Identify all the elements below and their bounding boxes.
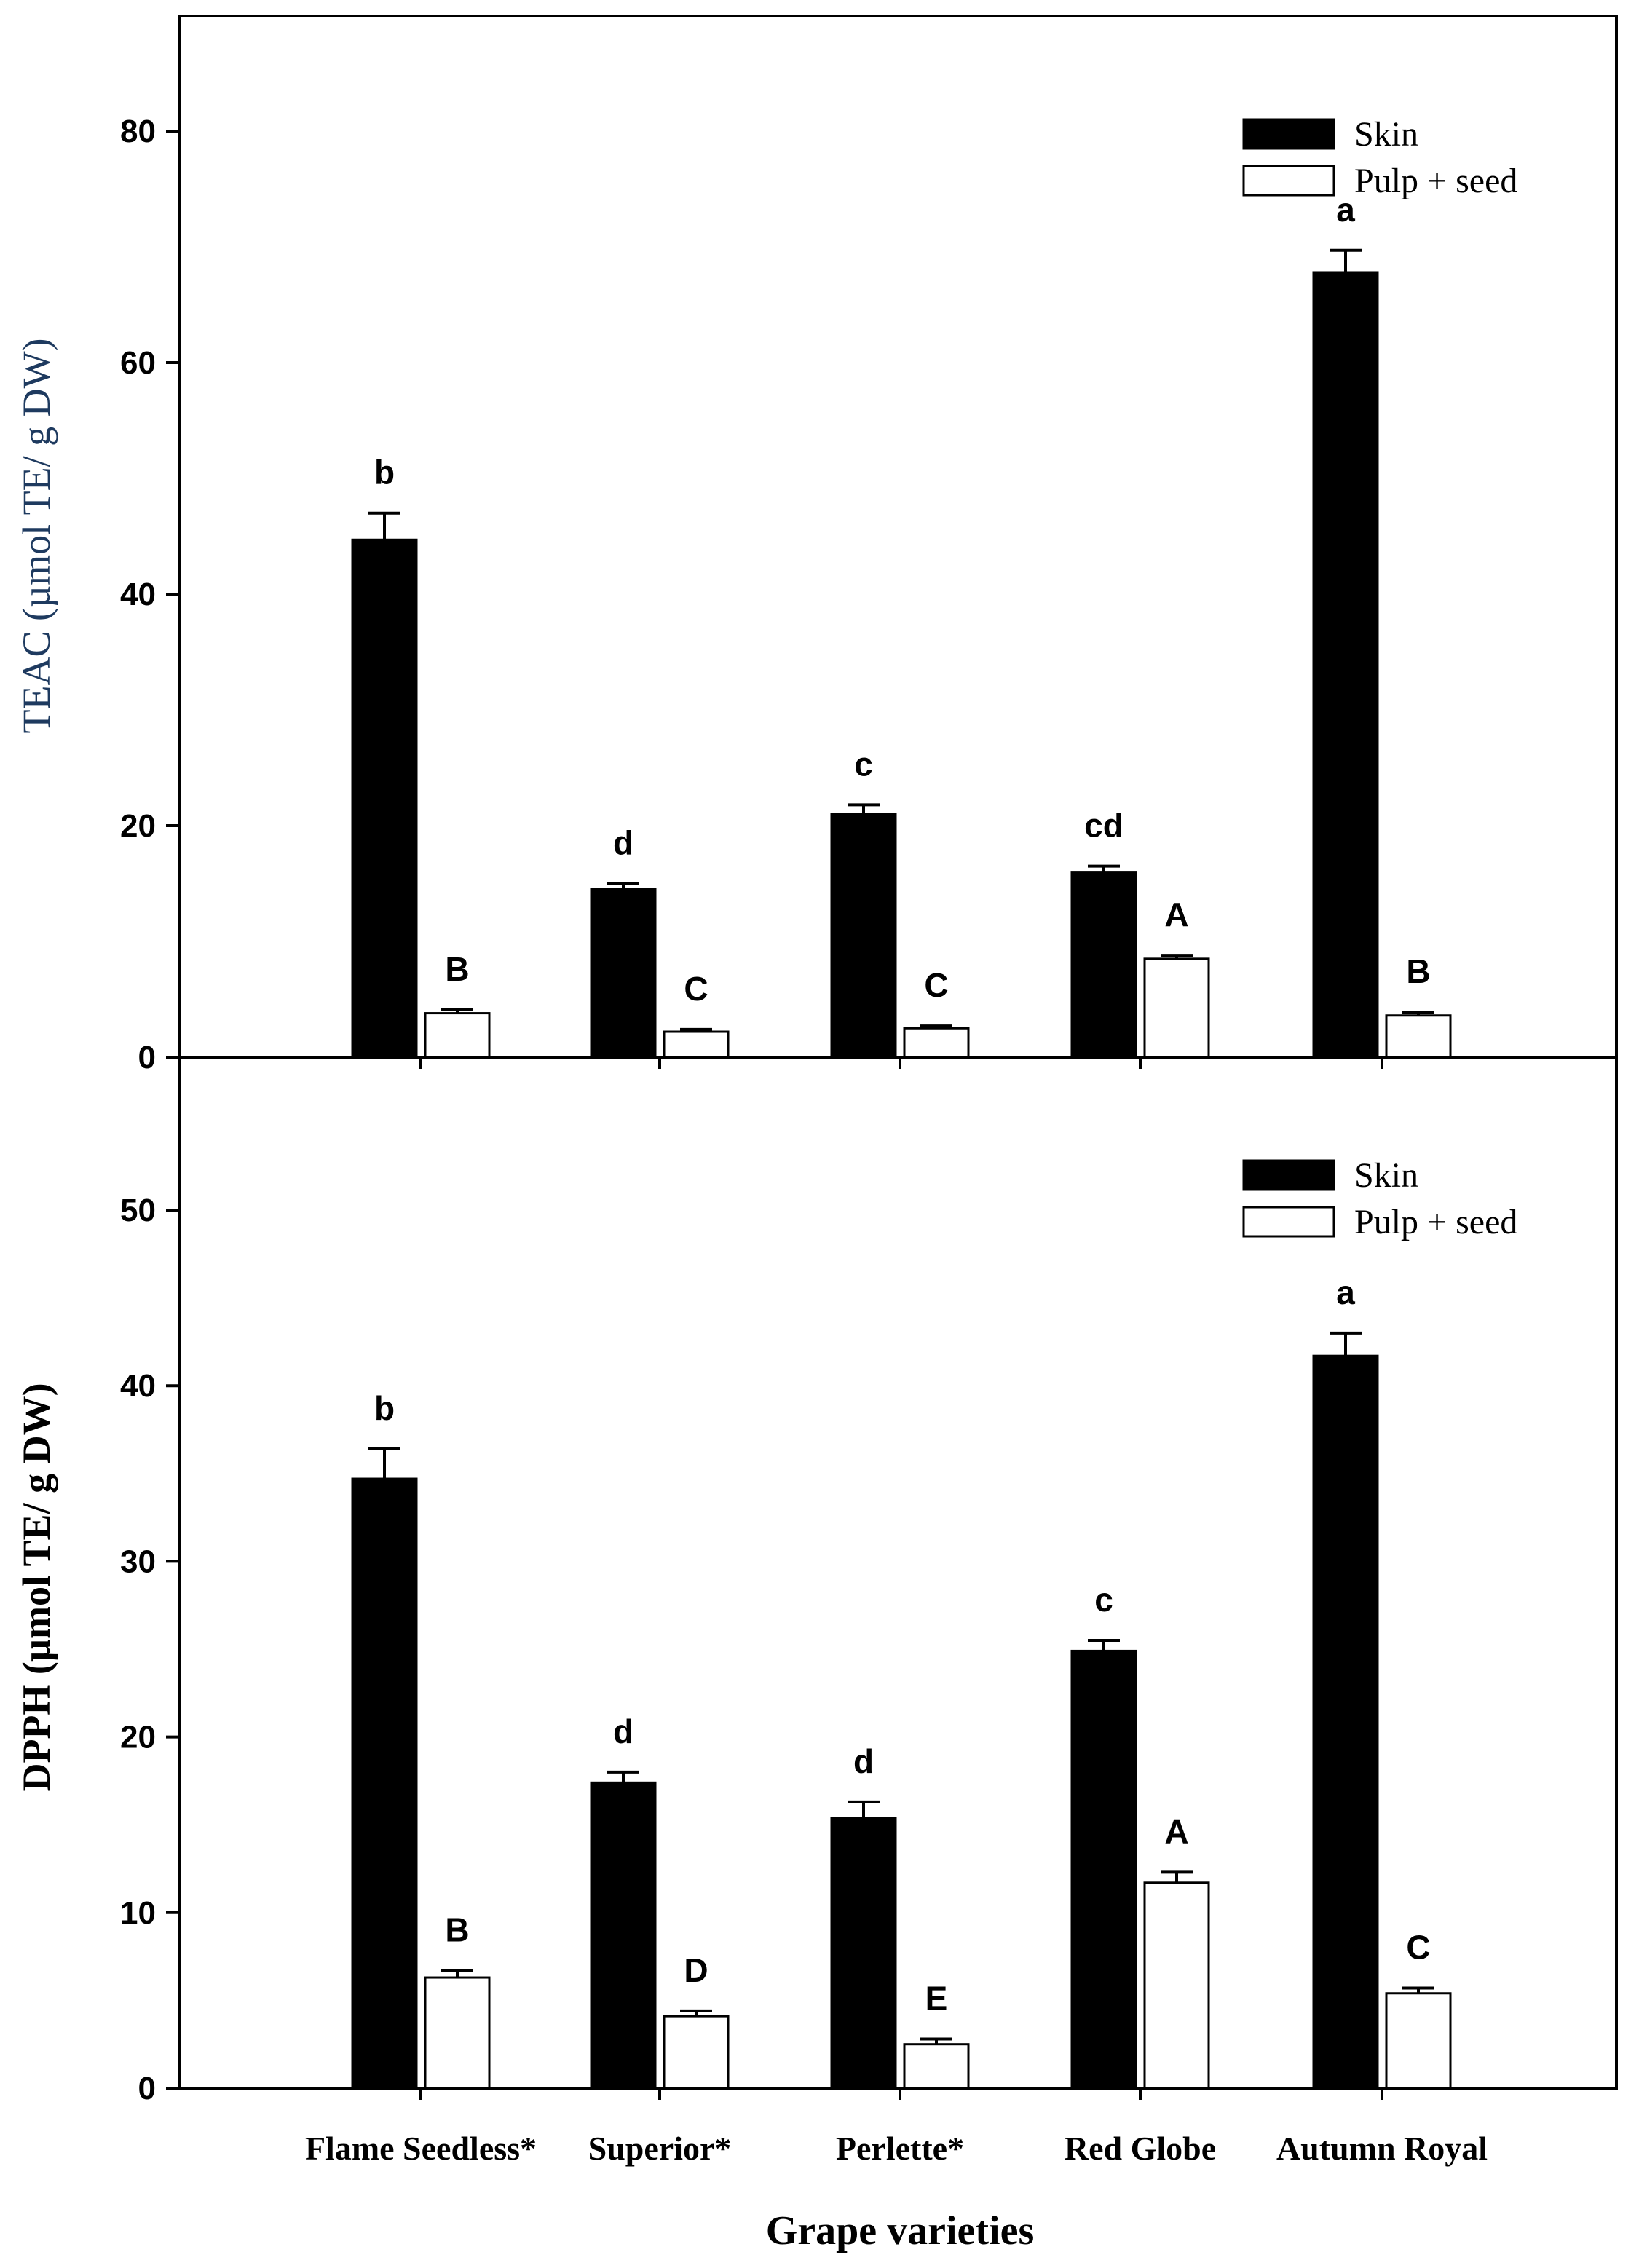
top-bar-skin-0 (351, 538, 418, 1059)
top-bar-skin-2 (830, 813, 897, 1059)
bottom-legend: Skin Pulp + seed (1242, 1156, 1517, 1241)
bottom-y-tick-label-0: 0 (138, 2071, 156, 2106)
bottom-bar-pulp-2 (903, 2043, 970, 2090)
bottom-panel-frame (178, 1056, 1618, 2090)
bottom-bar-pulp-4 (1385, 1992, 1452, 2090)
bottom-y-tick-label-10: 10 (120, 1895, 156, 1931)
x-category-label-1: Superior* (588, 2130, 732, 2167)
bottom-bar-skin-4 (1312, 1354, 1379, 2090)
bottom-legend-label-pulp: Pulp + seed (1354, 1203, 1517, 1241)
x-category-label-2: Perlette* (836, 2130, 964, 2167)
top-y-axis-ticks: 0 20 40 60 80 (120, 114, 179, 1075)
bottom-bars: b d d c a B D E A C (351, 1273, 1452, 2100)
top-sig-label-pulp-2: C (924, 966, 948, 1004)
top-y-tick-label-40: 40 (120, 577, 156, 612)
bottom-bar-skin-2 (830, 1817, 897, 2090)
top-sig-label-skin-1: d (613, 824, 633, 862)
bottom-sig-label-skin-1: d (613, 1712, 633, 1750)
top-y-tick-label-20: 20 (120, 808, 156, 844)
bottom-sig-label-skin-2: d (853, 1742, 874, 1780)
top-legend: Skin Pulp + seed (1242, 115, 1517, 200)
top-legend-swatch-skin (1242, 118, 1335, 150)
bottom-sig-label-pulp-1: D (684, 1951, 708, 1989)
bottom-legend-label-skin: Skin (1354, 1156, 1418, 1195)
top-bar-skin-4 (1312, 271, 1379, 1059)
top-legend-label-pulp: Pulp + seed (1354, 162, 1517, 200)
bottom-sig-label-pulp-4: C (1406, 1929, 1430, 1967)
top-bar-skin-3 (1070, 871, 1137, 1059)
top-y-axis-title: TEAC (µmol TE/ g DW) (15, 338, 58, 733)
top-legend-label-skin: Skin (1354, 115, 1418, 154)
top-bar-skin-1 (590, 888, 657, 1059)
top-bar-pulp-3 (1143, 957, 1210, 1059)
top-y-tick-label-60: 60 (120, 345, 156, 381)
bottom-bar-pulp-1 (663, 2015, 730, 2090)
bottom-y-tick-label-30: 30 (120, 1544, 156, 1579)
x-category-label-3: Red Globe (1065, 2130, 1216, 2167)
bottom-sig-label-pulp-0: B (445, 1911, 469, 1948)
bottom-y-axis-title: DPPH (µmol TE/ g DW) (15, 1383, 58, 1791)
bottom-bar-skin-3 (1070, 1649, 1137, 2090)
top-sig-label-skin-2: c (854, 745, 873, 783)
top-bars: b d c cd a B C C A B (351, 191, 1452, 1069)
top-legend-swatch-pulp (1242, 165, 1335, 197)
bottom-bar-skin-0 (351, 1477, 418, 2090)
x-category-label-4: Autumn Royal (1276, 2130, 1488, 2167)
top-y-tick-label-80: 80 (120, 114, 156, 149)
top-sig-label-pulp-3: A (1164, 896, 1188, 933)
top-bar-pulp-0 (424, 1012, 491, 1059)
top-sig-label-skin-4: a (1336, 191, 1355, 229)
bottom-bar-pulp-0 (424, 1976, 491, 2090)
bottom-legend-swatch-skin (1242, 1159, 1335, 1191)
top-sig-label-pulp-4: B (1406, 952, 1430, 990)
bottom-sig-label-skin-4: a (1336, 1273, 1355, 1311)
bottom-sig-label-pulp-3: A (1164, 1812, 1188, 1850)
top-bar-pulp-2 (903, 1027, 970, 1059)
bottom-y-axis-ticks: 0 10 20 30 40 50 (120, 1193, 179, 2106)
bottom-y-tick-label-40: 40 (120, 1368, 156, 1404)
bottom-sig-label-skin-0: b (374, 1389, 395, 1427)
top-sig-label-skin-3: cd (1084, 807, 1123, 845)
top-sig-label-pulp-1: C (684, 970, 708, 1008)
top-y-tick-label-0: 0 (138, 1040, 156, 1075)
bottom-bar-pulp-3 (1143, 1881, 1210, 2090)
top-bar-pulp-1 (663, 1030, 730, 1059)
top-sig-label-pulp-0: B (445, 950, 469, 988)
bottom-y-tick-label-20: 20 (120, 1720, 156, 1755)
bottom-y-tick-label-50: 50 (120, 1193, 156, 1228)
x-axis-categories: Flame Seedless* Superior* Perlette* Red Glo… (305, 2130, 1488, 2167)
bottom-bar-skin-1 (590, 1781, 657, 2090)
x-axis-title: Grape varieties (766, 2208, 1035, 2253)
bottom-sig-label-pulp-2: E (925, 1979, 948, 2017)
top-bar-pulp-4 (1385, 1014, 1452, 1059)
bottom-sig-label-skin-3: c (1094, 1581, 1113, 1619)
x-category-label-0: Flame Seedless* (305, 2130, 537, 2167)
top-sig-label-skin-0: b (374, 454, 395, 491)
bottom-legend-swatch-pulp (1242, 1206, 1335, 1238)
